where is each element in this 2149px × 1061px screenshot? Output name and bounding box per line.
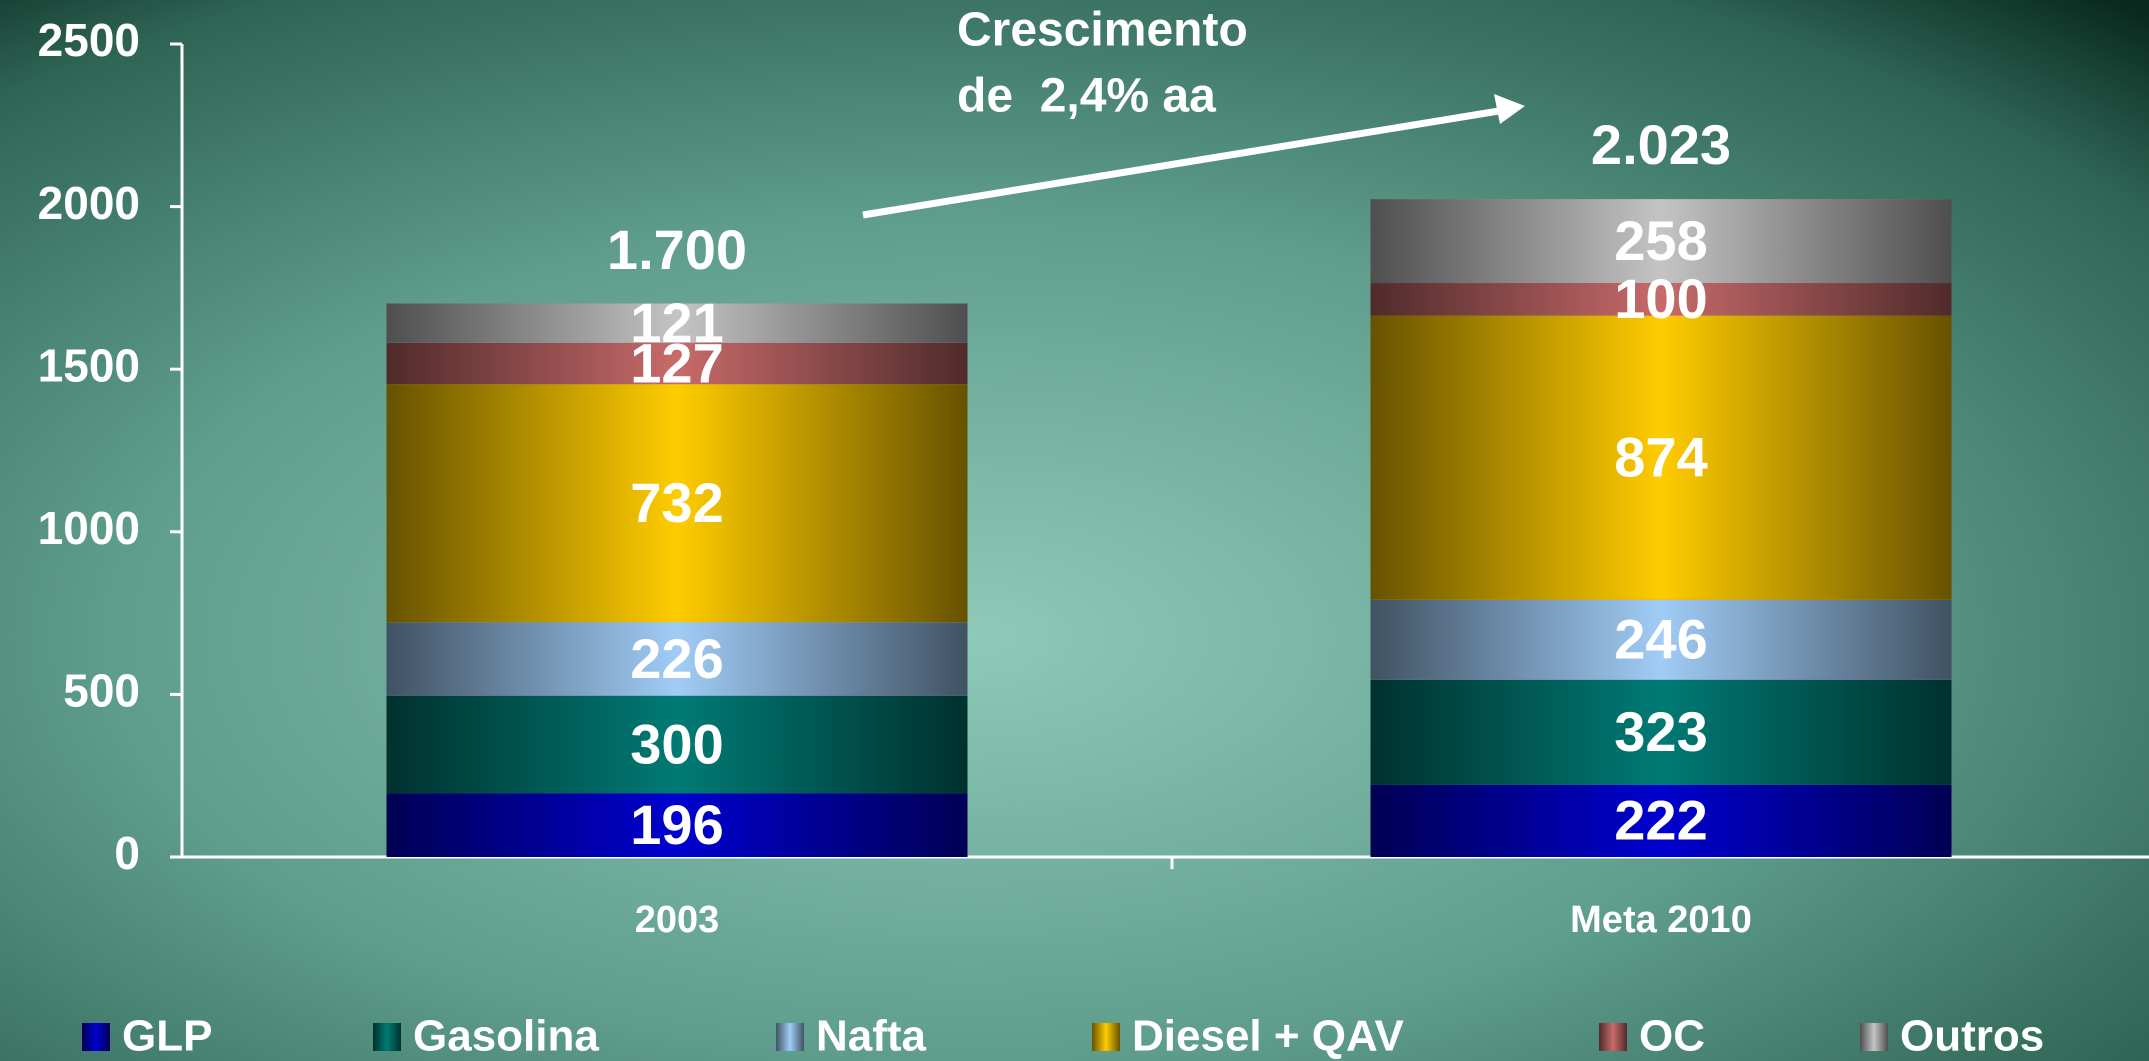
total-label: 2.023 (1591, 113, 1731, 176)
bar-shade (1370, 679, 1952, 785)
growth-arrow (862, 106, 1506, 219)
legend-label: Outros (1900, 1012, 2044, 1061)
legend-label: Gasolina (413, 1012, 599, 1061)
bar-shade (1370, 315, 1952, 600)
bar-shade (1370, 599, 1952, 680)
bar-shade (386, 695, 968, 794)
y-tick-label: 1000 (38, 502, 140, 554)
annotation: de 2,4% aa (957, 70, 1216, 123)
legend-swatch-shade (776, 1023, 804, 1051)
value-label: 100 (1614, 267, 1707, 330)
value-label: 226 (630, 627, 723, 690)
x-tick-label: Meta 2010 (1570, 899, 1752, 941)
legend-label: Nafta (816, 1012, 927, 1061)
bar-shade (386, 303, 968, 343)
legend-swatch-shade (1860, 1023, 1888, 1051)
y-tick-label: 0 (114, 827, 140, 879)
total-label: 1.700 (607, 218, 747, 281)
annotation: Crescimento (957, 4, 1248, 57)
y-tick-label: 2500 (38, 14, 140, 66)
value-label: 258 (1614, 209, 1707, 272)
value-label: 222 (1614, 789, 1707, 852)
value-label: 732 (630, 471, 723, 534)
y-tick-label: 1500 (38, 339, 140, 391)
value-label: 196 (630, 793, 723, 856)
bar-shade (386, 384, 968, 623)
bar-shade (386, 342, 968, 385)
bar-shade (386, 622, 968, 696)
y-tick-label: 500 (63, 665, 140, 717)
x-tick-label: 2003 (635, 899, 720, 941)
legend-swatch-shade (1599, 1023, 1627, 1051)
value-label: 874 (1614, 425, 1707, 488)
legend-label: Diesel + QAV (1132, 1012, 1405, 1061)
bar-shade (1370, 784, 1952, 857)
legend-swatch-shade (1092, 1023, 1120, 1051)
value-label: 127 (630, 331, 723, 394)
legend-label: OC (1639, 1012, 1705, 1061)
bar-shade (1370, 283, 1952, 316)
bar-shade (1370, 199, 1952, 284)
arrow-head (1494, 94, 1525, 124)
y-tick-label: 2000 (38, 177, 140, 229)
legend-label: GLP (122, 1012, 212, 1061)
legend-swatch-shade (373, 1023, 401, 1051)
bar-shade (386, 793, 968, 857)
value-label: 246 (1614, 608, 1707, 671)
value-label: 323 (1614, 700, 1707, 763)
value-label: 121 (630, 291, 723, 354)
legend-swatch-shade (82, 1023, 110, 1051)
value-label: 300 (630, 712, 723, 775)
